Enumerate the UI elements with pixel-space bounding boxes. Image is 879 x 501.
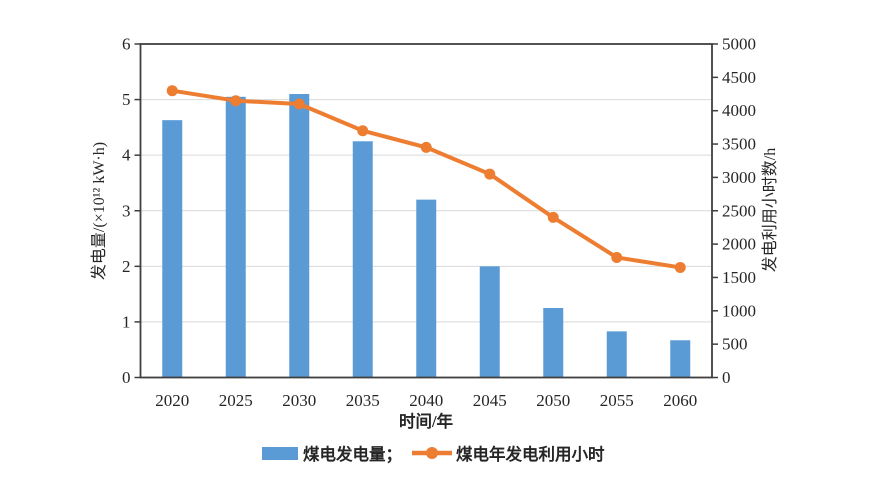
legend-line-label: 煤电年发电利用小时	[456, 444, 605, 464]
x-tick-label: 2020	[155, 391, 189, 410]
bar-2060	[670, 340, 691, 378]
marker-2040	[420, 141, 432, 153]
y-right-tick-label: 2000	[722, 235, 756, 254]
y-right-tick-label: 4000	[722, 101, 756, 120]
marker-2025	[230, 95, 242, 107]
marker-2020	[166, 85, 178, 97]
y-right-tick-label: 4500	[722, 68, 756, 87]
x-tick-label: 2025	[219, 391, 253, 410]
legend-bar-label: 煤电发电量；	[303, 444, 402, 464]
marker-2045	[484, 168, 496, 180]
y-left-tick-label: 6	[122, 35, 131, 54]
legend-bar-swatch	[262, 447, 298, 460]
y-right-tick-label: 3000	[722, 168, 756, 187]
marker-2030	[293, 98, 305, 110]
y-right-tick-label: 500	[722, 335, 748, 354]
legend: 煤电发电量； 煤电年发电利用小时	[262, 444, 605, 464]
x-tick-label: 2035	[346, 391, 380, 410]
x-tick-label: 2060	[663, 391, 697, 410]
y-axis-left-title: 发电量/(×10¹² kW·h)	[90, 142, 108, 280]
y-left-tick-label: 0	[122, 368, 131, 387]
y-right-tick-label: 2500	[722, 201, 756, 220]
y-right-tick-label: 0	[722, 368, 731, 387]
y-left-tick-label: 1	[122, 312, 131, 331]
bar-2045	[479, 266, 500, 378]
x-tick-label: 2030	[282, 391, 316, 410]
marker-2060	[674, 261, 686, 273]
x-tick-label: 2055	[600, 391, 634, 410]
y-right-tick-label: 1500	[722, 268, 756, 287]
y-left-tick-label: 3	[122, 201, 131, 220]
y-axis-right-title: 发电利用小时数/h	[761, 148, 779, 272]
bar-2055	[606, 331, 627, 378]
marker-2055	[611, 251, 623, 263]
x-tick-label: 2050	[536, 391, 570, 410]
plot-area: 0 1 2 3 4 5 6 0 500 1000 1500 2000 2500 3000 3500 4000 4…	[122, 35, 756, 411]
bar-2020	[162, 120, 183, 378]
bar-2035	[352, 141, 373, 378]
x-axis-title: 时间/年	[399, 411, 454, 431]
x-tick-label: 2040	[409, 391, 443, 410]
x-tick-label: 2045	[473, 391, 507, 410]
bar-2030	[289, 94, 310, 378]
bar-2025	[225, 96, 246, 378]
y-left-tick-label: 5	[122, 90, 131, 109]
legend-line-marker-icon	[426, 447, 438, 459]
bar-2040	[416, 199, 437, 378]
marker-2050	[547, 211, 559, 223]
y-left-tick-label: 2	[122, 257, 131, 276]
marker-2035	[357, 125, 369, 137]
y-right-tick-label: 5000	[722, 35, 756, 54]
bar-2050	[543, 308, 564, 378]
y-right-tick-label: 1000	[722, 301, 756, 320]
y-right-tick-label: 3500	[722, 135, 756, 154]
y-left-tick-label: 4	[122, 146, 131, 165]
